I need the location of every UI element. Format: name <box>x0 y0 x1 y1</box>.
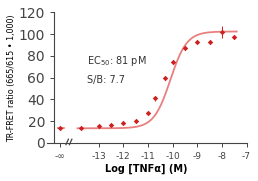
Y-axis label: TR-FRET ratio (665/615 • 1,000): TR-FRET ratio (665/615 • 1,000) <box>7 14 16 142</box>
Text: S/B: 7.7: S/B: 7.7 <box>87 75 125 85</box>
Text: $\mathrm{EC}_{50}$: 81 pM: $\mathrm{EC}_{50}$: 81 pM <box>87 54 146 68</box>
X-axis label: Log [TNFα] (M): Log [TNFα] (M) <box>105 164 188 174</box>
Bar <box>65 12 72 143</box>
